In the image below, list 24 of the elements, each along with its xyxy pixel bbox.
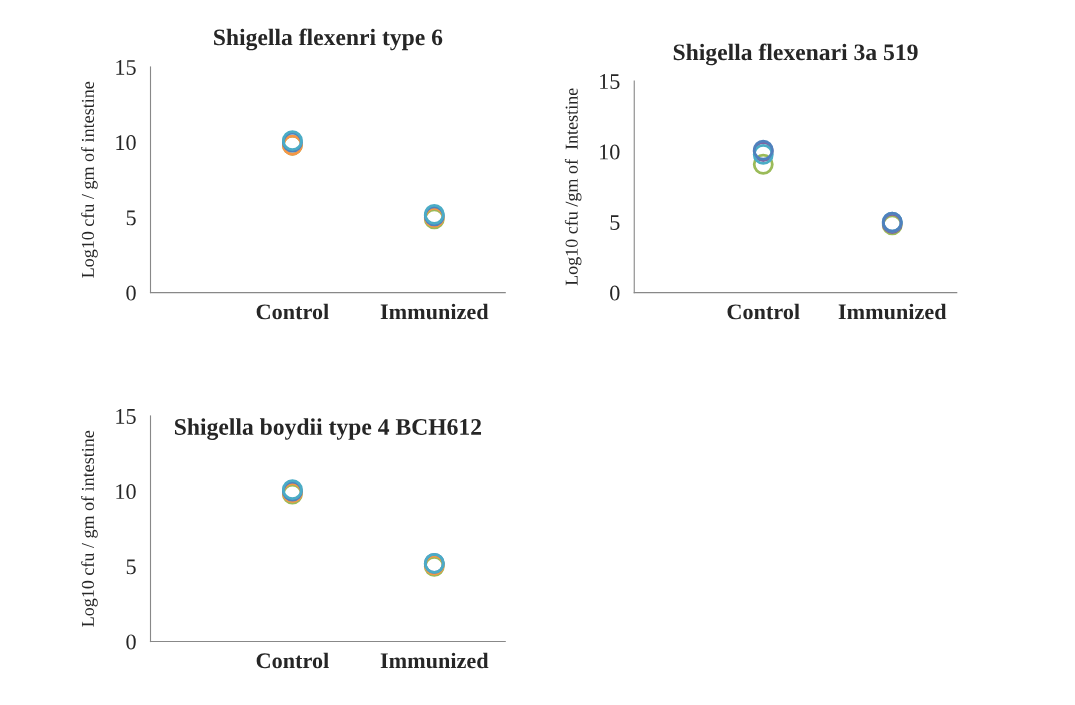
y-axis-title: Log10 cfu /gm of Intestine xyxy=(564,88,582,286)
y-tick-label: 15 xyxy=(116,408,136,424)
y-tick-label: 10 xyxy=(116,135,136,151)
y-axis-title: Log10 cfu / gm of intestine xyxy=(81,81,98,278)
x-tick-label: Control xyxy=(256,652,329,669)
chart-title: Shigella flexenri type 6 xyxy=(214,28,443,51)
y-tick-label: 5 xyxy=(610,215,620,230)
y-tick-label: 10 xyxy=(600,144,620,160)
y-tick-label: 15 xyxy=(116,60,136,75)
x-tick-label: Immunized xyxy=(838,303,947,320)
x-tick-label: Control xyxy=(727,303,800,320)
y-tick-label: 15 xyxy=(600,74,620,89)
y-tick-label: 5 xyxy=(126,559,136,575)
x-tick-label: Immunized xyxy=(380,652,489,669)
y-axis-title: Log10 cfu / gm of intestine xyxy=(81,430,98,627)
y-tick-label: 0 xyxy=(126,285,136,301)
chart-title: Shigella flexenari 3a 519 xyxy=(673,43,918,66)
y-tick-label: 0 xyxy=(126,634,136,650)
x-tick-label: Immunized xyxy=(380,303,489,320)
chart-title: Shigella boydii type 4 BCH612 xyxy=(174,418,482,440)
x-tick-label: Control xyxy=(256,303,329,320)
y-tick-label: 10 xyxy=(116,484,136,500)
y-tick-label: 0 xyxy=(610,285,620,301)
y-tick-label: 5 xyxy=(126,210,136,226)
